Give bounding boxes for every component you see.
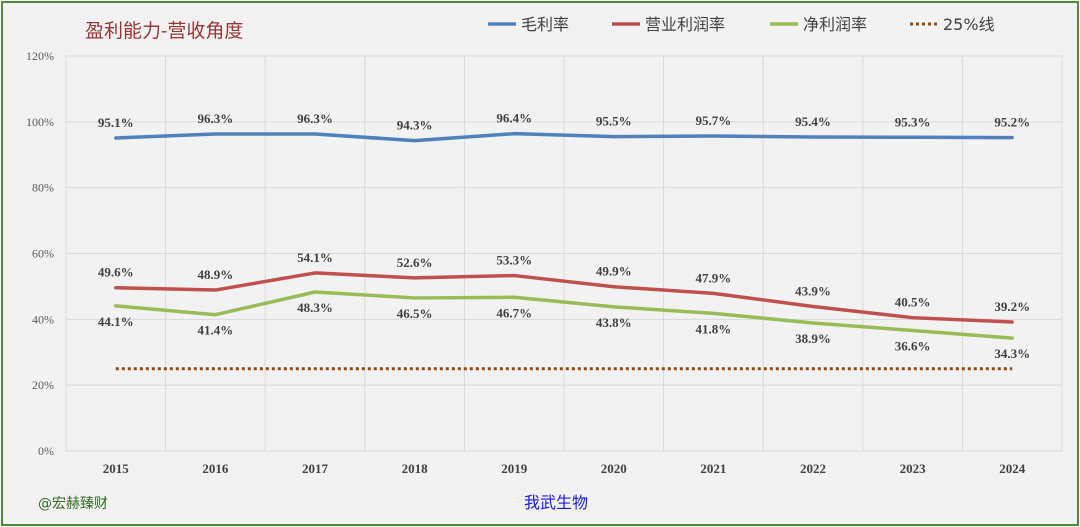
data-label: 95.7% [696, 113, 732, 128]
legend-label-1: 营业利润率 [645, 15, 725, 34]
data-label: 94.3% [397, 118, 433, 133]
data-label: 95.2% [994, 115, 1030, 130]
data-label: 95.5% [596, 114, 632, 129]
x-tick-label: 2021 [700, 461, 726, 476]
data-label: 96.4% [496, 111, 532, 126]
footer-company: 我武生物 [524, 493, 588, 512]
grid [65, 55, 1063, 452]
data-label: 52.6% [397, 255, 433, 270]
y-axis: 0% 20% 40% 60% 80% 100% 120% [26, 49, 54, 458]
legend-label-2: 净利润率 [803, 15, 867, 34]
data-label: 49.6% [98, 265, 134, 280]
data-label: 46.5% [397, 306, 433, 321]
y-tick-label: 20% [32, 378, 54, 392]
y-tick-label: 0% [38, 444, 54, 458]
data-label: 96.3% [198, 111, 234, 126]
data-label: 36.6% [895, 339, 931, 354]
data-label: 34.3% [994, 346, 1030, 361]
data-label: 38.9% [795, 331, 831, 346]
x-tick-label: 2022 [800, 461, 826, 476]
data-label: 43.8% [596, 315, 632, 330]
x-tick-label: 2018 [402, 461, 429, 476]
y-tick-label: 40% [32, 312, 54, 326]
legend: 毛利率 营业利润率 净利润率 25%线 [488, 15, 995, 34]
data-label: 41.8% [696, 321, 732, 336]
legend-label-0: 毛利率 [521, 15, 569, 34]
series-line-2 [114, 290, 1014, 340]
series-line-0 [114, 131, 1014, 143]
y-tick-label: 80% [32, 181, 54, 195]
x-tick-label: 2016 [202, 461, 229, 476]
data-label: 96.3% [297, 111, 333, 126]
data-label: 41.4% [198, 323, 234, 338]
series-layer [114, 131, 1014, 371]
chart-title: 盈利能力-营收角度 [85, 20, 243, 42]
y-tick-label: 60% [32, 247, 54, 261]
series-line-1 [114, 271, 1014, 324]
data-label: 44.1% [98, 314, 134, 329]
data-label: 47.9% [696, 270, 732, 285]
x-tick-label: 2023 [900, 461, 927, 476]
data-label: 95.1% [98, 115, 134, 130]
footer-watermark: @宏赫臻财 [38, 496, 108, 512]
data-label: 40.5% [895, 295, 931, 310]
data-label: 95.4% [795, 114, 831, 129]
data-label: 53.3% [496, 253, 532, 268]
data-label: 43.9% [795, 283, 831, 298]
data-label: 39.2% [994, 299, 1030, 314]
data-label: 48.3% [297, 300, 333, 315]
data-label: 54.1% [297, 250, 333, 265]
data-label: 49.9% [596, 264, 632, 279]
data-label: 95.3% [895, 114, 931, 129]
legend-label-3: 25%线 [943, 15, 995, 34]
x-tick-label: 2020 [601, 461, 627, 476]
y-tick-label: 100% [26, 115, 54, 129]
x-tick-label: 2024 [999, 461, 1026, 476]
y-tick-label: 120% [26, 49, 54, 63]
x-tick-label: 2015 [103, 461, 130, 476]
data-label: 46.7% [496, 305, 532, 320]
data-labels: 95.1% 96.3% 96.3% 94.3% 96.4% 95.5% 95.7% 95.4%… [98, 111, 1030, 361]
x-tick-label: 2017 [302, 461, 329, 476]
x-tick-label: 2019 [501, 461, 528, 476]
x-axis: 2015 2016 2017 2018 2019 2020 2021 2022 2023 2024 [103, 461, 1026, 476]
data-label: 48.9% [198, 267, 234, 282]
